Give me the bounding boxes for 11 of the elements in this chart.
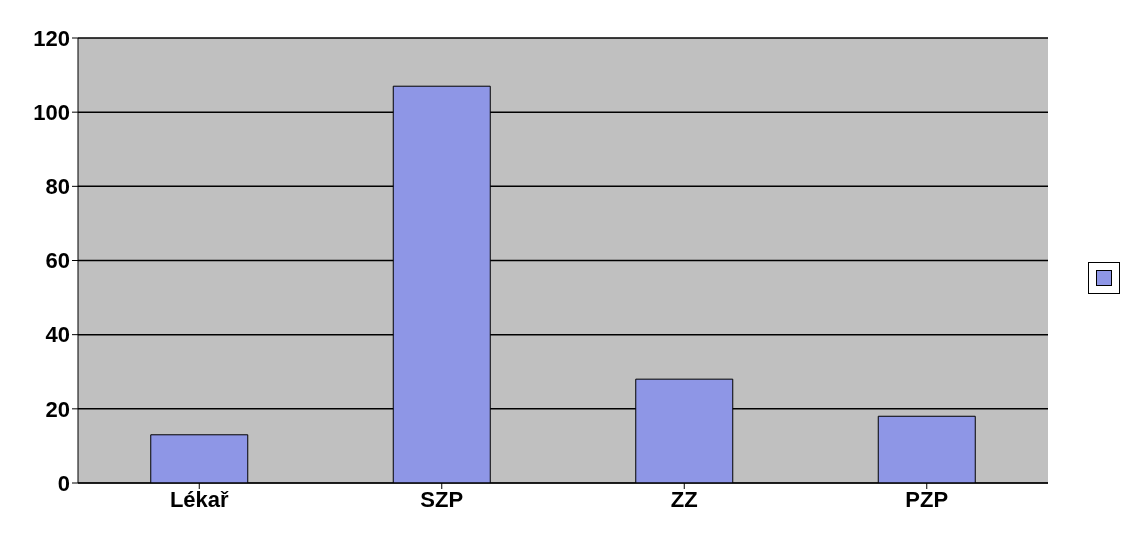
y-tick-label: 20 xyxy=(45,396,70,422)
y-tick-label: 120 xyxy=(33,25,70,51)
y-tick-label: 60 xyxy=(45,248,70,274)
x-tick-label: SZP xyxy=(420,486,464,512)
y-tick-label: 0 xyxy=(57,470,70,496)
y-tick-label: 40 xyxy=(45,322,70,348)
y-tick-label: 80 xyxy=(45,174,70,200)
x-tick-label: PZP xyxy=(905,486,949,512)
y-tick-label: 100 xyxy=(33,99,70,125)
x-tick-label: ZZ xyxy=(670,486,698,512)
x-tick-label: Lékař xyxy=(169,486,230,512)
